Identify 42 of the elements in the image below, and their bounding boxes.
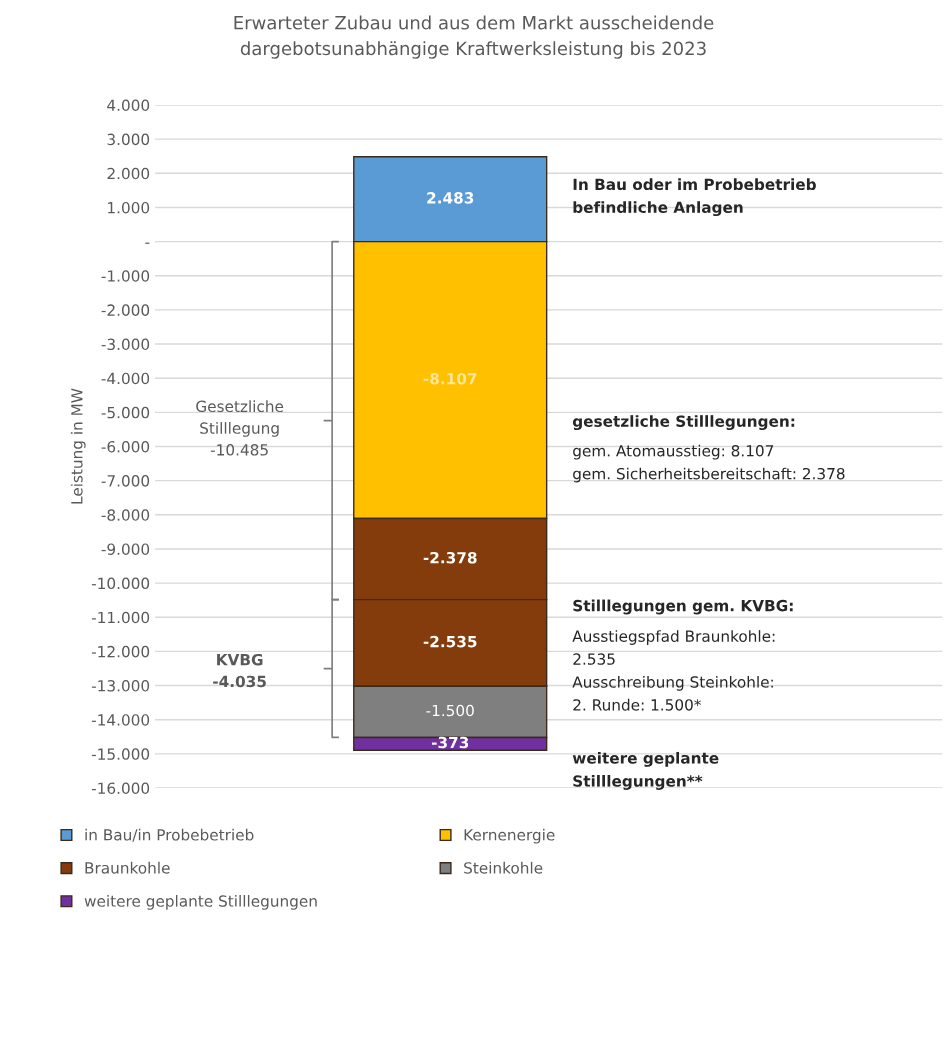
data-label: -8.107 (423, 372, 477, 385)
y-tick-label: -8.000 (101, 509, 150, 521)
data-label: -1.500 (426, 704, 474, 717)
data-label: -373 (431, 736, 469, 749)
y-tick-label: -5.000 (101, 406, 150, 419)
data-label: -2.535 (423, 635, 477, 648)
y-tick-label: -4.000 (101, 372, 150, 385)
y-axis-title: Leistung in MW (70, 388, 86, 504)
legend-label: in Bau/in Probebetrieb (85, 828, 254, 842)
y-tick-label: -12.000 (91, 645, 150, 658)
annotation: KVBG -4.035 (213, 653, 266, 688)
annotation: gesetzliche Stilllegungen: (572, 415, 795, 431)
annotation: Ausstiegspfad Braunkohle: 2.535 Ausschreibung Steinkohle: 2. Runde: 1.500* (572, 630, 775, 711)
legend-label: Braunkohle (85, 861, 170, 874)
y-tick-label: -10.000 (91, 577, 150, 590)
annotation: Stilllegungen gem. KVBG: (573, 599, 793, 615)
annotation: weitere geplante Stilllegungen** (572, 751, 719, 790)
y-tick-label: -14.000 (91, 714, 150, 726)
y-tick-label: 3.000 (107, 133, 150, 146)
y-tick-label: -3.000 (101, 338, 150, 351)
annotation: In Bau oder im Probebetrieb befindliche Anlagen (573, 178, 816, 217)
y-tick-label: - (145, 242, 150, 244)
y-tick-label: -13.000 (91, 680, 150, 692)
y-tick-label: -2.000 (101, 304, 150, 316)
y-tick-label: -9.000 (101, 543, 150, 555)
legend-label: Kernenergie (464, 828, 555, 844)
legend-label: Steinkohle (464, 861, 543, 874)
legend-label: weitere geplante Stilllegungen (84, 894, 317, 910)
y-tick-label: -7.000 (101, 475, 150, 487)
y-tick-label: -1.000 (101, 270, 150, 282)
y-tick-label: -6.000 (101, 440, 150, 453)
y-tick-label: 2.000 (107, 167, 150, 180)
y-tick-label: -15.000 (91, 748, 150, 760)
y-tick-label: 1.000 (108, 201, 150, 214)
annotation: gem. Atomausstieg: 8.107 gem. Sicherheitsbereitschaft: 2.378 (573, 444, 845, 483)
y-tick-label: 4.000 (107, 99, 150, 112)
data-label: -2.378 (423, 551, 477, 564)
data-label: 2.483 (427, 192, 474, 204)
chart-title: Erwarteter Zubau und aus dem Markt ausscheidende dargebotsunabhängige Kraftwerksleistung bis 2023 (234, 15, 714, 59)
y-tick-label: -11.000 (91, 611, 150, 624)
annotation: Gesetzliche Stilllegung -10.485 (196, 400, 284, 456)
y-tick-label: -16.000 (91, 782, 150, 795)
